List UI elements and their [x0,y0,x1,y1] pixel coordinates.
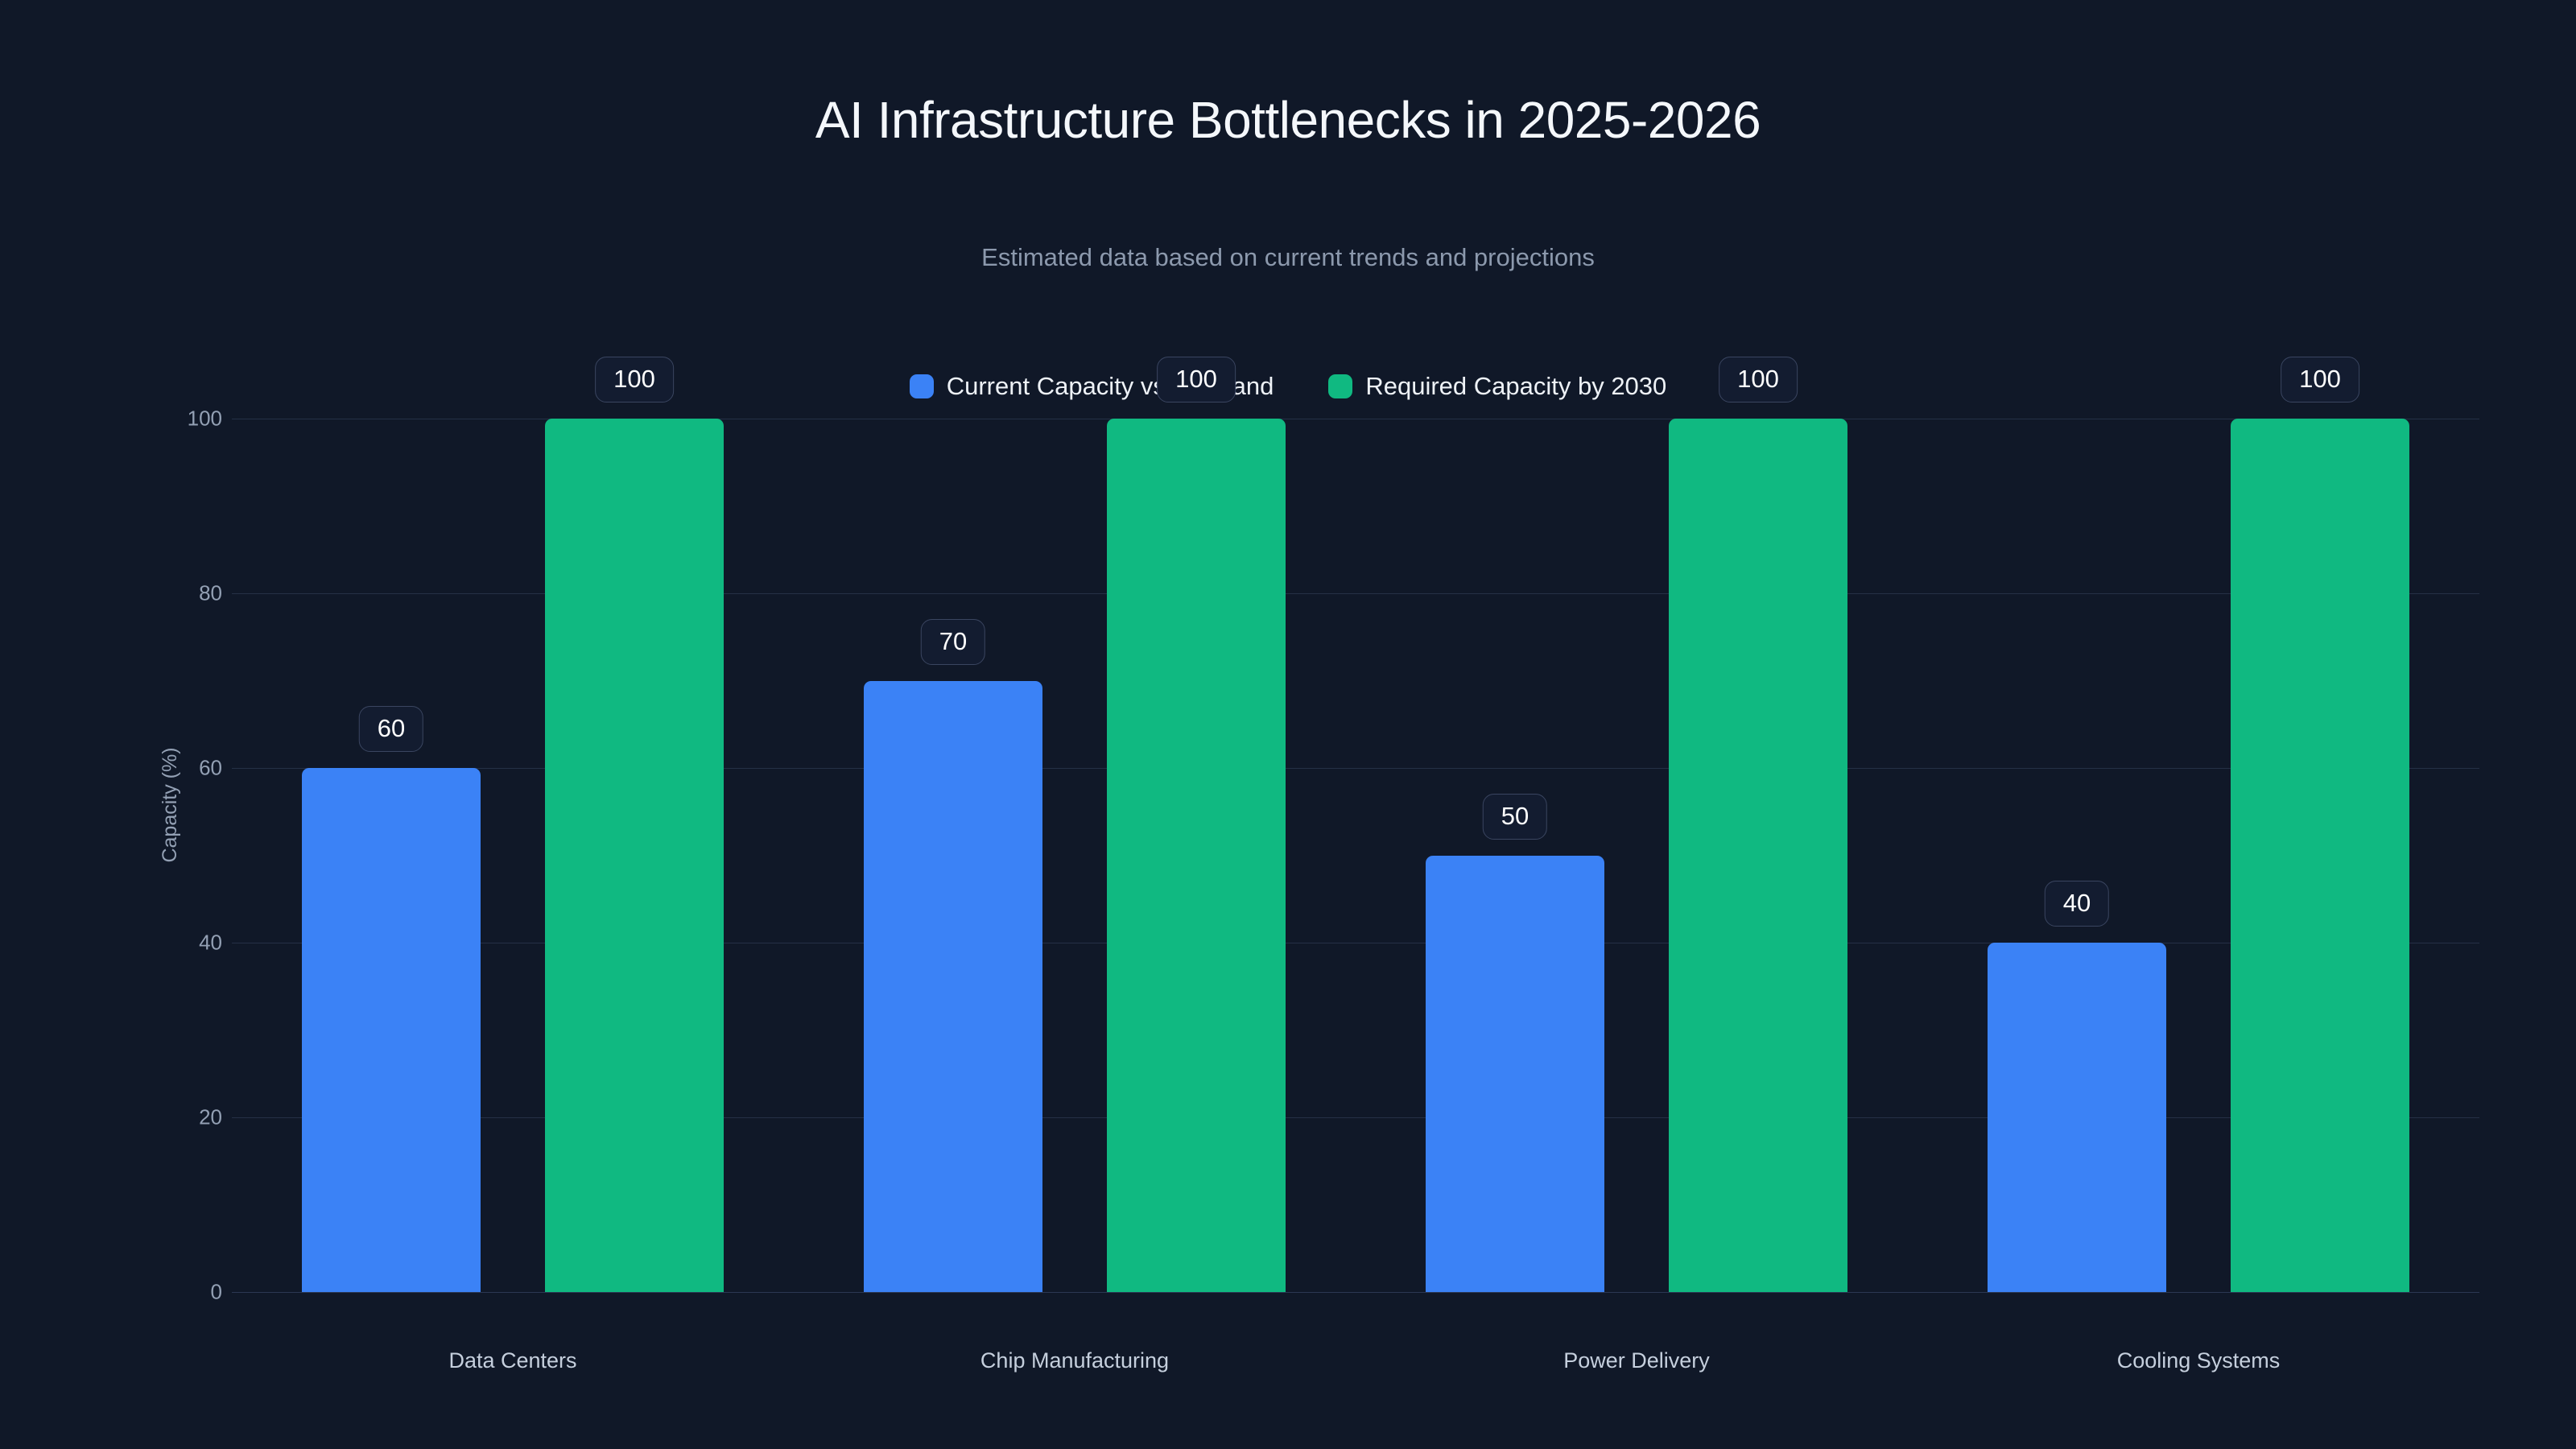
value-badge: 100 [1719,357,1798,402]
chart-title: AI Infrastructure Bottlenecks in 2025-20… [815,91,1761,149]
chart-legend: Current Capacity vs. Demand Required Capa… [0,372,2576,401]
chart-subtitle: Estimated data based on current trends a… [981,243,1595,271]
plot-area: 0 20 40 60 80 100 [188,407,2479,1304]
gridline [232,1292,2479,1293]
x-axis-category-label: Power Delivery [1563,1348,1710,1373]
bar-3-1[interactable] [2231,419,2409,1292]
bar-1-0[interactable] [864,680,1042,1292]
gridline [232,1117,2479,1118]
gridline [232,768,2479,769]
bar-2-0[interactable] [1426,855,1604,1292]
bar-1-1[interactable] [1107,419,1286,1292]
y-axis-title: Capacity (%) [159,747,182,863]
legend-swatch-icon [1328,374,1353,398]
value-badge: 100 [1157,357,1236,402]
bar-0-0[interactable] [302,768,481,1292]
bar-2-1[interactable] [1669,419,1847,1292]
y-axis-tick-label: 100 [187,406,222,431]
value-badge: 60 [358,706,424,752]
x-axis-category-label: Chip Manufacturing [980,1348,1170,1373]
legend-item-1[interactable]: Required Capacity by 2030 [1328,372,1666,401]
x-axis-category-label: Data Centers [448,1348,577,1373]
legend-swatch-icon [909,374,934,398]
value-badge: 70 [920,618,986,665]
value-badge: 100 [2281,357,2359,402]
value-badge: 40 [2044,881,2110,927]
gridline [232,593,2479,594]
x-axis-category-label: Cooling Systems [2116,1348,2281,1373]
y-axis-tick-label: 20 [199,1104,222,1129]
y-axis-tick-label: 80 [199,580,222,605]
value-badge: 100 [595,357,674,402]
bar-0-1[interactable] [545,419,724,1292]
y-axis-tick-label: 0 [210,1279,222,1304]
y-axis-tick-label: 40 [199,930,222,955]
bar-3-0[interactable] [1988,943,2166,1292]
legend-label: Required Capacity by 2030 [1365,372,1667,400]
value-badge: 50 [1482,793,1548,840]
y-axis-tick-label: 60 [199,755,222,780]
